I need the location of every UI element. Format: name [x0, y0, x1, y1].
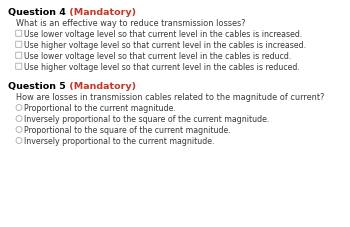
FancyBboxPatch shape [16, 41, 22, 47]
Text: Question 5: Question 5 [8, 82, 66, 91]
Circle shape [16, 138, 22, 143]
Circle shape [16, 104, 22, 111]
Text: What is an effective way to reduce transmission losses?: What is an effective way to reduce trans… [16, 19, 245, 28]
Text: Use lower voltage level so that current level in the cables is reducd.: Use lower voltage level so that current … [24, 52, 291, 61]
FancyBboxPatch shape [16, 52, 22, 58]
Text: Use higher voltage level so that current level in the cables is reduced.: Use higher voltage level so that current… [24, 63, 300, 72]
Text: Question 4: Question 4 [8, 8, 66, 17]
FancyBboxPatch shape [16, 30, 22, 36]
Text: (Mandatory): (Mandatory) [66, 82, 136, 91]
FancyBboxPatch shape [16, 63, 22, 69]
Text: Use higher voltage level so that current level in the cables is increased.: Use higher voltage level so that current… [24, 41, 306, 50]
Text: Proportional to the current magnitude.: Proportional to the current magnitude. [25, 104, 176, 113]
Circle shape [16, 116, 22, 121]
Text: Use lower voltage level so that current level in the cables is increased.: Use lower voltage level so that current … [24, 30, 302, 39]
Text: Inversely proportional to the current magnitude.: Inversely proportional to the current ma… [25, 137, 215, 146]
Text: Inversely proportional to the square of the current magnitude.: Inversely proportional to the square of … [25, 115, 270, 124]
Text: Proportional to the square of the current magnitude.: Proportional to the square of the curren… [25, 126, 231, 135]
Text: How are losses in transmission cables related to the magnitude of current?: How are losses in transmission cables re… [16, 93, 324, 102]
Circle shape [16, 126, 22, 133]
Text: (Mandatory): (Mandatory) [66, 8, 136, 17]
